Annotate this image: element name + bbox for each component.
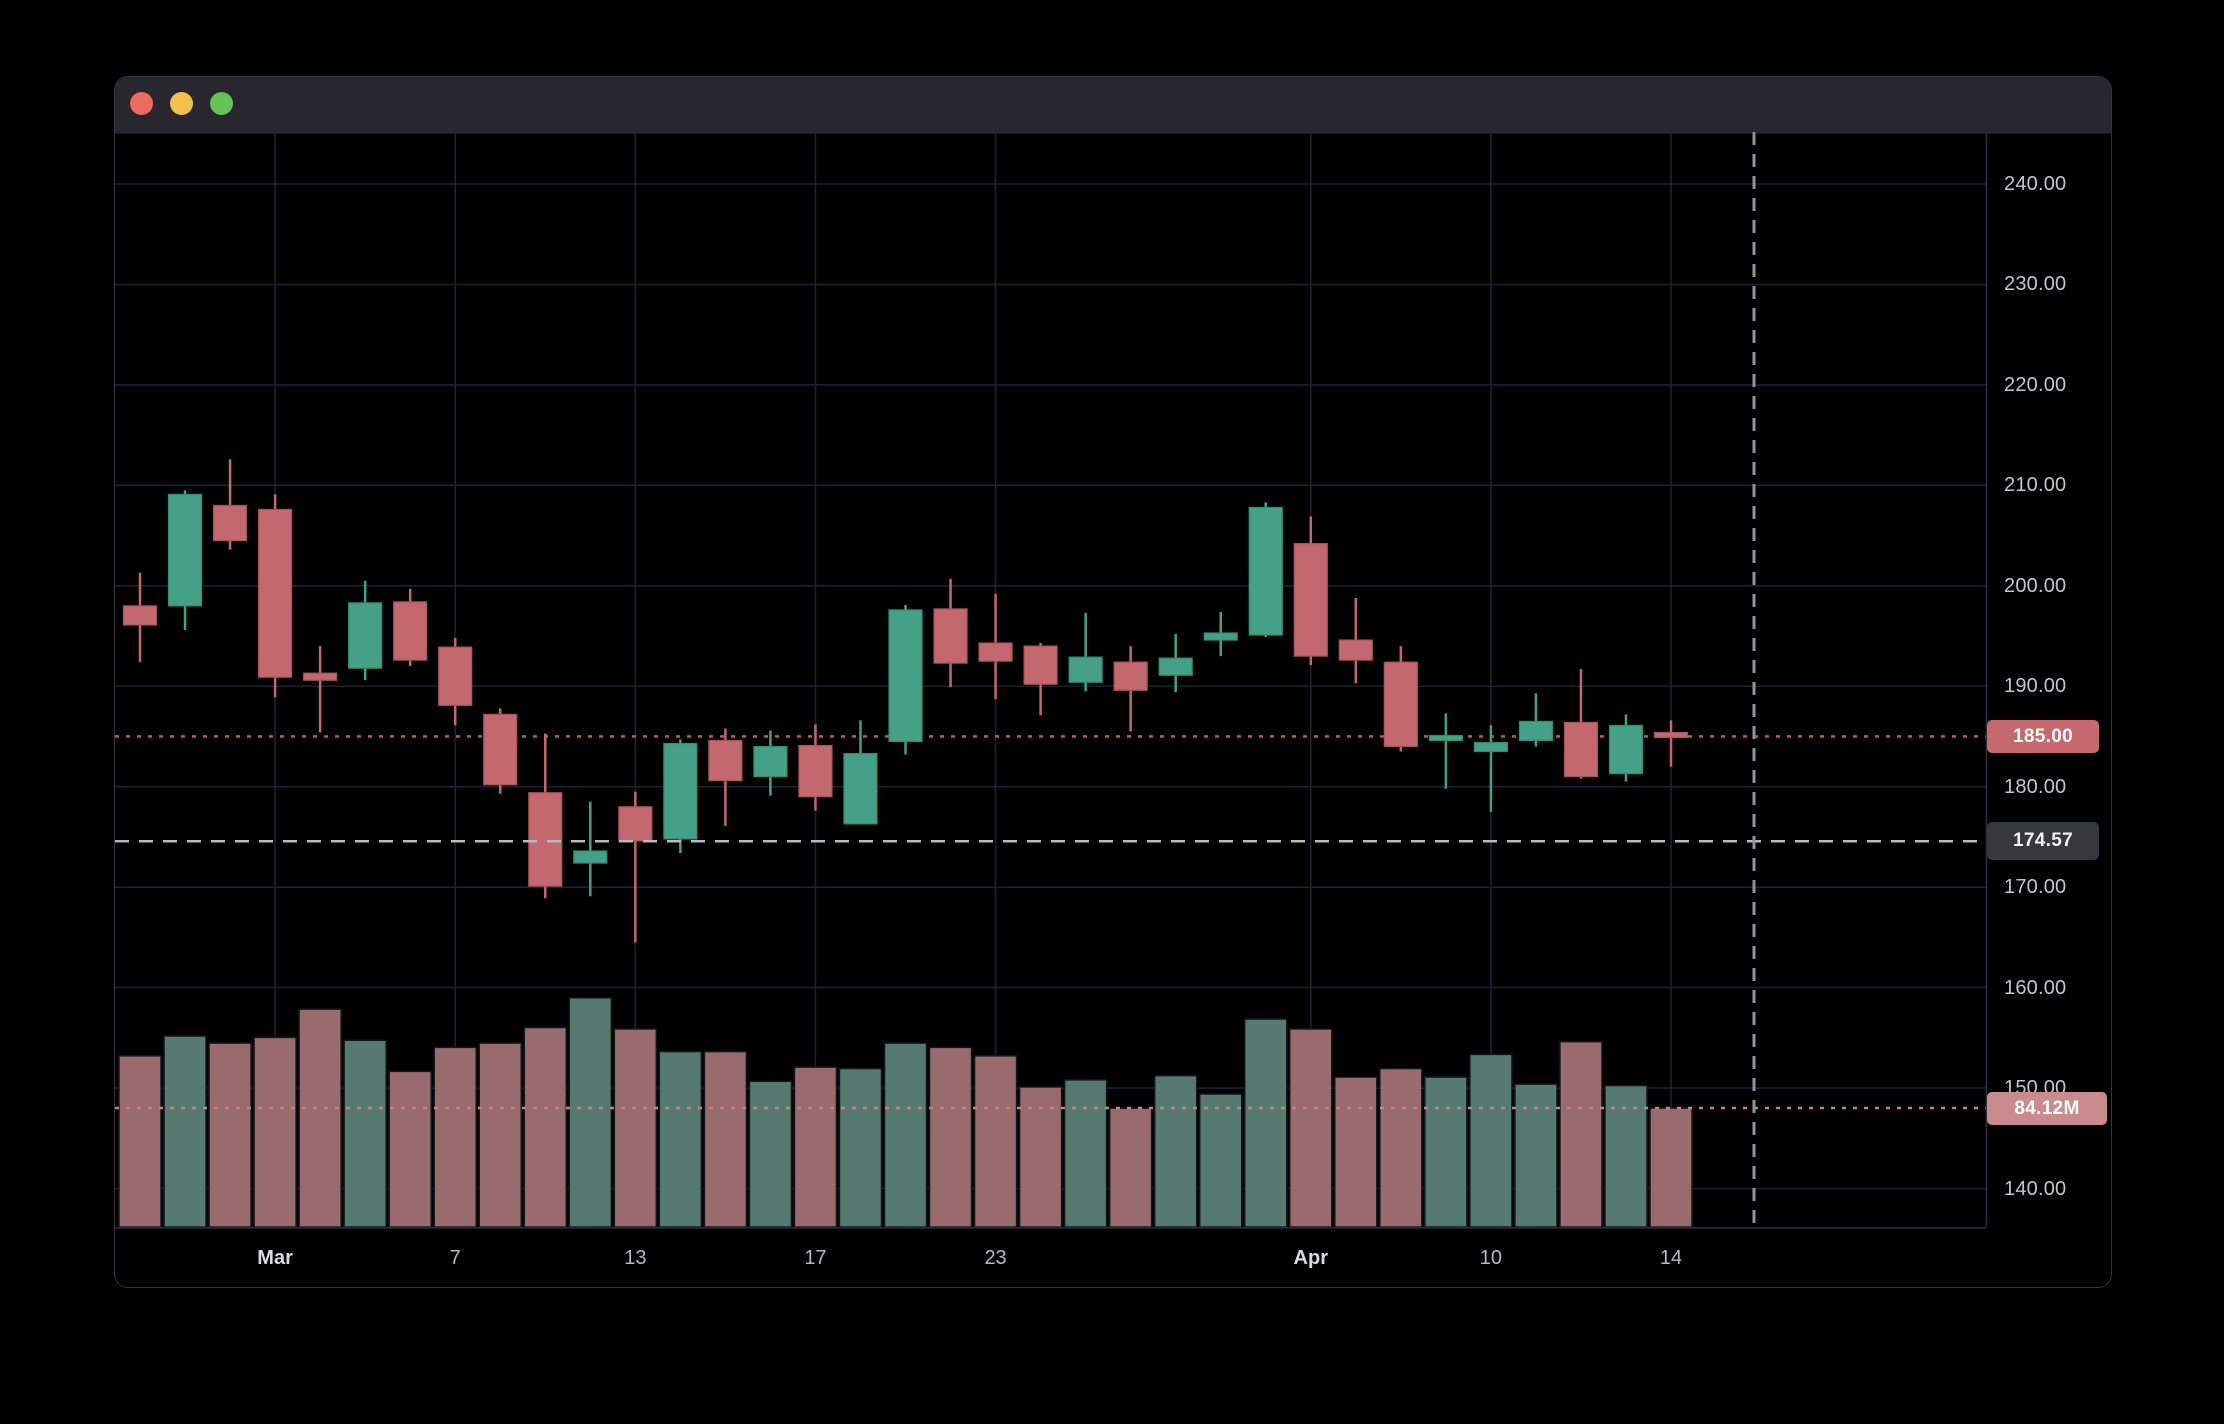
volume-bar [568,997,613,1228]
volume-bar [748,1080,793,1228]
minimize-button[interactable] [169,92,193,115]
volume-bar [1108,1107,1153,1228]
volume-bar [1063,1079,1108,1228]
candle-body [483,713,518,786]
candle-body [1473,741,1509,753]
candle-body [933,608,968,664]
candle-body [1158,657,1193,676]
zoom-button[interactable] [210,92,234,115]
candle-body [1518,720,1554,742]
volume-bar [613,1028,658,1228]
time-axis-label: 23 [984,1247,1007,1269]
close-button[interactable] [129,92,153,115]
candle-body [1383,661,1418,748]
price-tick-label: 220.00 [2004,373,2067,396]
price-tick-label: 230.00 [2004,273,2067,296]
time-axis-label: 10 [1479,1247,1503,1269]
candle-body [798,744,833,798]
candle-body [843,752,878,825]
candle-body [122,605,158,626]
volume-bar [703,1050,748,1228]
price-tick-label: 200.00 [2004,574,2067,597]
chart-plot-area[interactable] [115,77,2112,1233]
candle-body [1428,734,1463,742]
volume-bar [523,1026,568,1228]
last-price-badge: 185.00 [1987,720,2099,753]
volume-bar [118,1055,162,1228]
candle-body [1248,506,1283,636]
volume-bar [1469,1053,1513,1228]
time-axis-label: 14 [1659,1247,1683,1269]
candle-body [573,850,608,864]
price-tick-label: 160.00 [2004,976,2067,999]
candle-body [303,672,338,681]
volume-bar [388,1070,432,1228]
candle-body [393,601,428,661]
price-tick-label: 140.00 [2004,1177,2067,1200]
candle-body [1113,661,1148,691]
candle-body [1563,721,1599,778]
candle-body [663,742,698,840]
volume-bar [1424,1076,1468,1228]
volume-bar [163,1035,207,1228]
volume-bar [433,1046,477,1228]
candle-body [212,504,248,542]
volume-bar [343,1039,387,1228]
candle-body [257,508,293,678]
volume-bar [973,1055,1018,1228]
time-axis-label: 13 [624,1247,647,1269]
price-tick-label: 180.00 [2004,775,2067,798]
price-tick-label: 210.00 [2004,474,2067,497]
volume-bar [1514,1083,1558,1228]
volume-bar [1289,1028,1333,1228]
window-titlebar[interactable] [115,77,2111,134]
volume-bar [1649,1107,1693,1228]
volume-bar [658,1050,703,1228]
chart-window: 240.00 230.00 220.00 210.00 200.00 190.00 180.… [114,76,2112,1288]
volume-bar [928,1046,973,1228]
candle-body [708,739,743,782]
volume-bar [208,1042,252,1228]
time-axis-label: Apr [1293,1247,1328,1269]
volume-last-value-badge: 84.12M [1987,1092,2107,1125]
price-tick-label: 170.00 [2004,876,2067,899]
volume-bar [298,1008,342,1228]
candle-body [1608,724,1644,775]
volume-bar [1334,1076,1378,1228]
candle-body [1653,731,1689,739]
candle-body [438,646,473,706]
candle-body [618,806,653,842]
candle-body [348,602,383,669]
volume-bar [838,1067,883,1228]
candle-body [1293,543,1328,657]
candle-body [1023,645,1058,685]
time-axis-label: Mar [257,1247,293,1269]
price-tick-label: 240.00 [2004,173,2067,195]
candle-body [528,792,563,887]
volume-bar [1018,1086,1063,1228]
volume-bar [1198,1093,1243,1228]
volume-bar [253,1036,297,1228]
volume-bar [1559,1040,1603,1228]
volume-bar [793,1066,838,1228]
time-axis-label: 17 [804,1247,827,1269]
candle-body [1338,639,1373,661]
price-tick-label: 190.00 [2004,675,2067,698]
volume-bar [1379,1067,1423,1228]
candle-body [753,745,788,778]
candle-body [978,642,1013,662]
volume-bar [478,1042,522,1228]
volume-bar [1153,1074,1198,1228]
volume-bar [1244,1018,1288,1228]
candle-body [1068,656,1103,683]
candle-body [1203,632,1238,641]
candle-body [167,493,203,607]
crosshair-price-badge: 174.57 [1987,822,2099,860]
volume-bar [883,1042,928,1228]
candle-body [888,609,923,743]
time-axis-label: 7 [449,1247,461,1269]
